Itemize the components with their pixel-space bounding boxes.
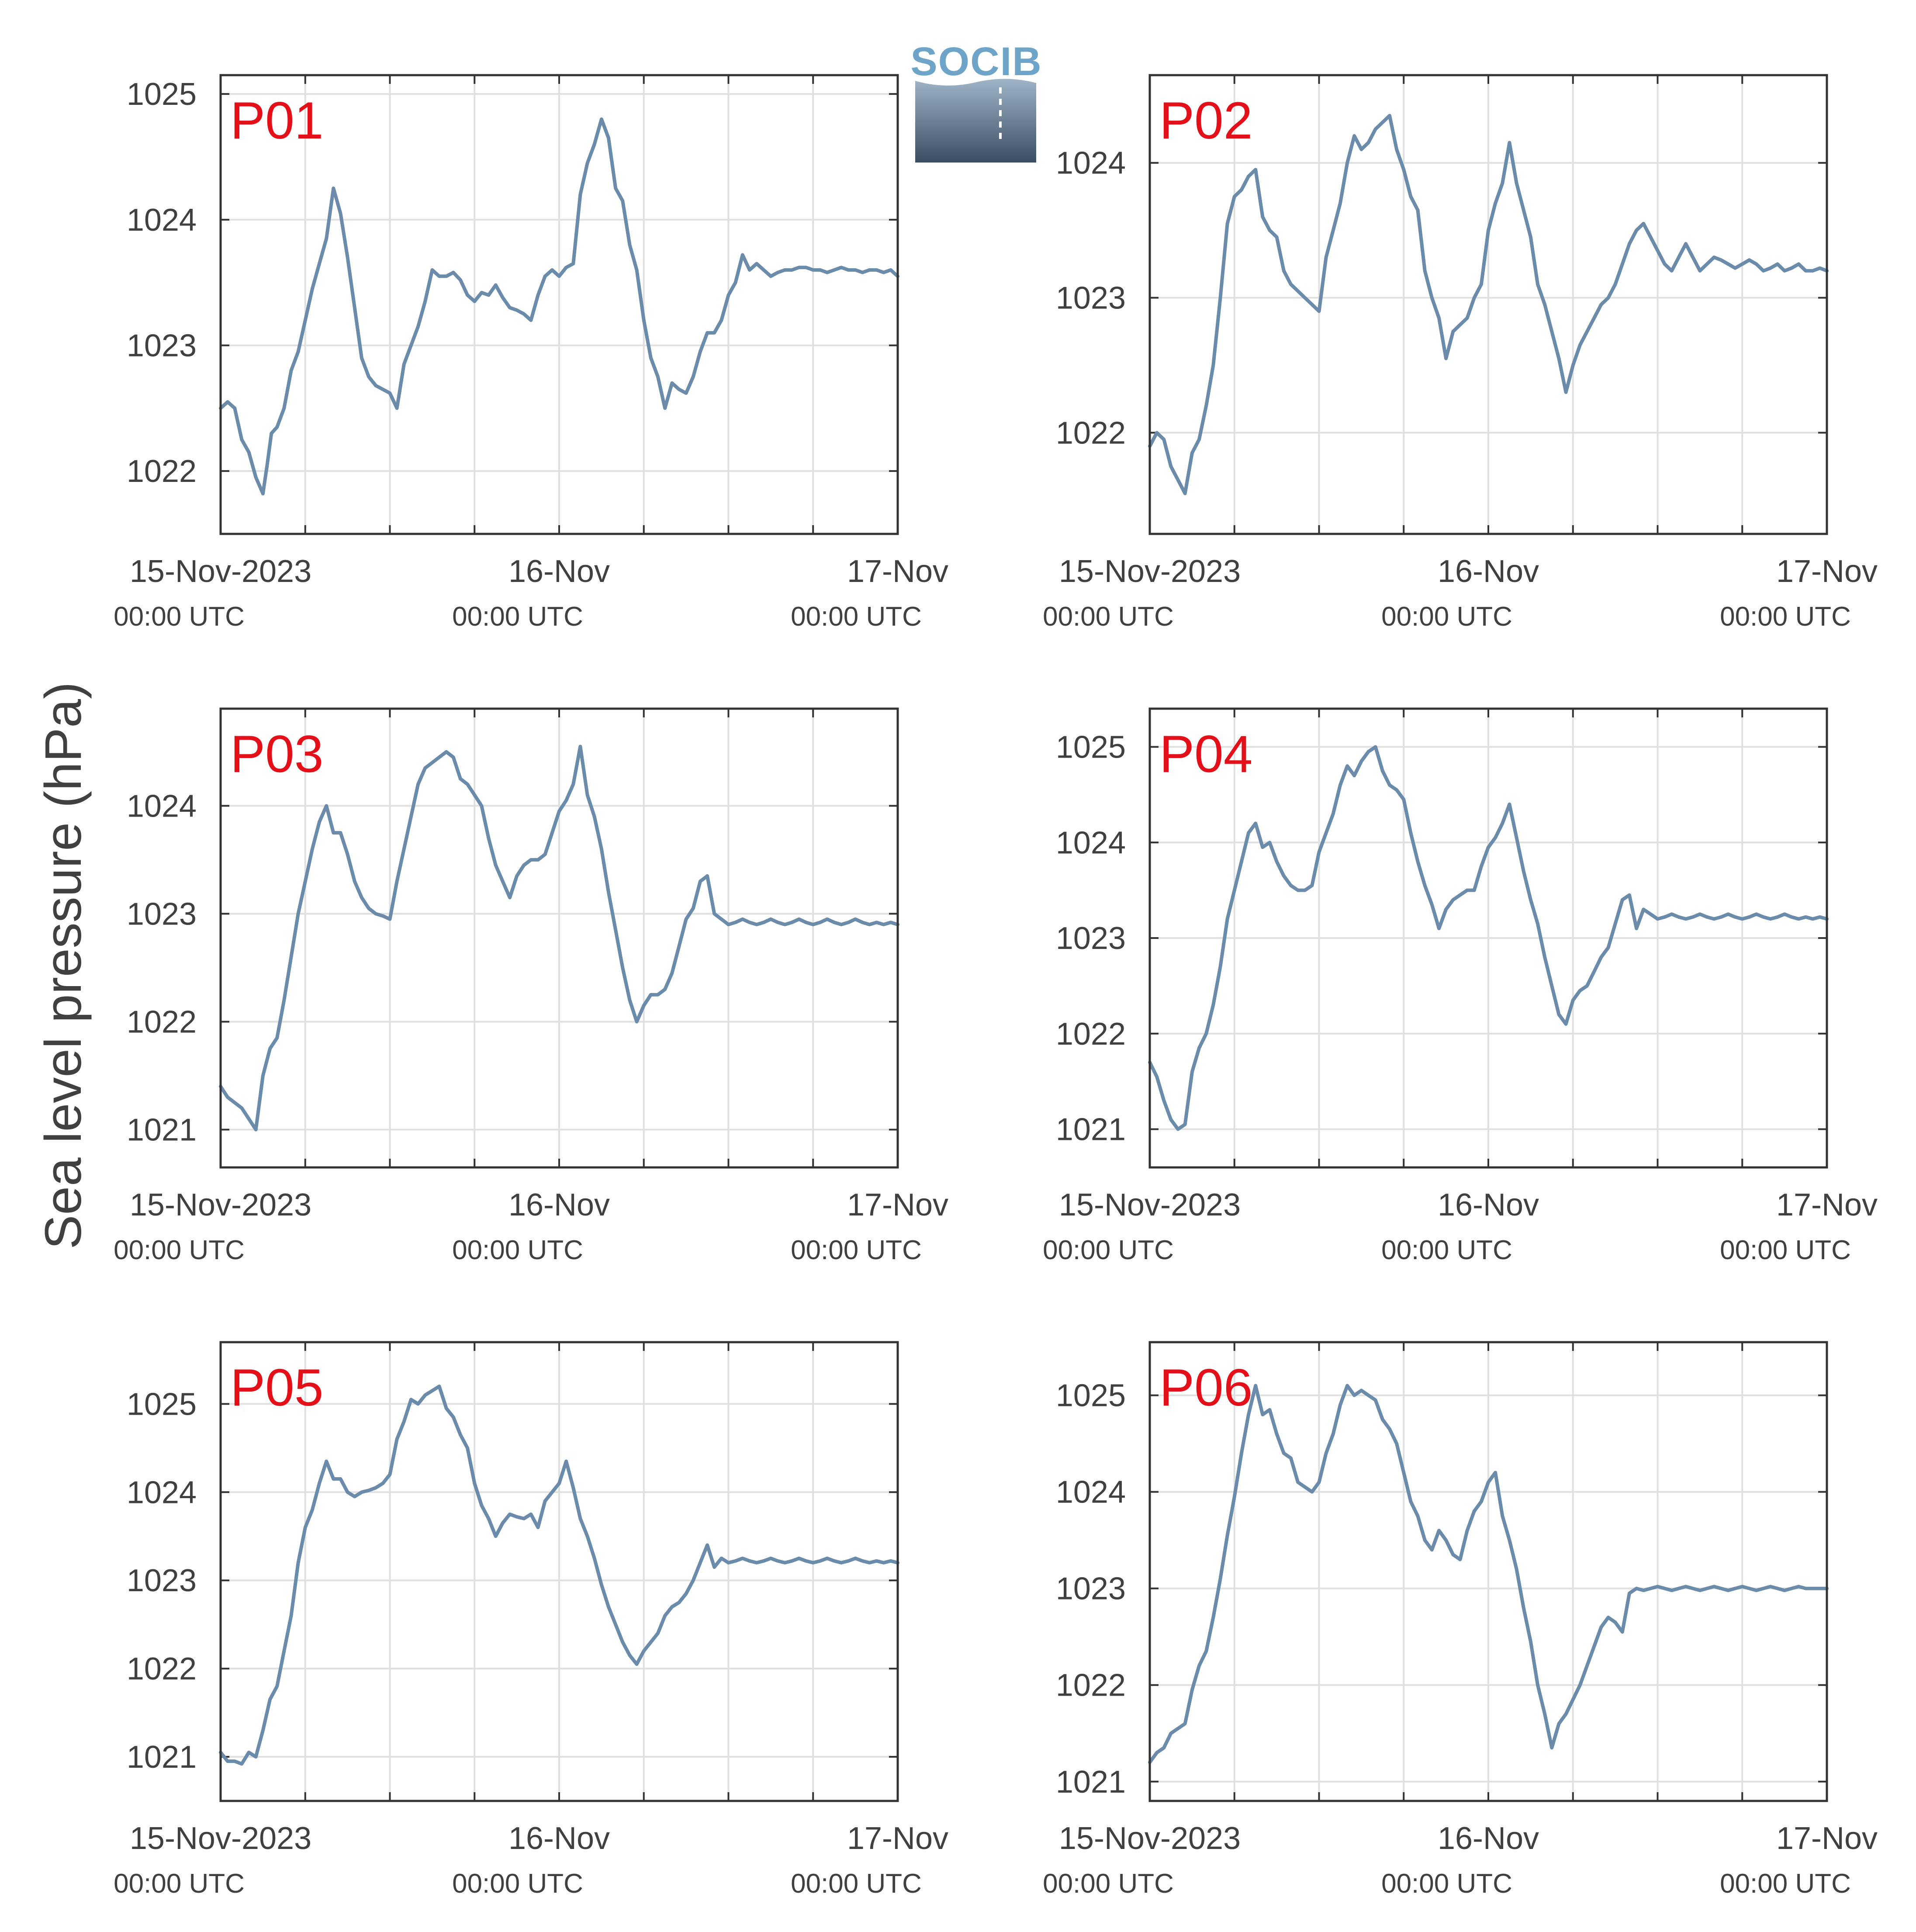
axes-frame <box>219 74 899 535</box>
y-tick-label: 1025 <box>127 77 197 112</box>
x-tick-label: 15-Nov-2023 <box>130 554 311 589</box>
x-tick-sublabel: 00:00 UTC <box>791 1869 922 1899</box>
panel-tag: P01 <box>230 91 324 150</box>
x-tick-sublabel: 00:00 UTC <box>1381 1235 1512 1265</box>
panel-2: 1022 1023 1024 P02 15-Nov-2023 00:00 UTC 16-No… <box>1043 74 1878 632</box>
y-tick-label: 1022 <box>127 454 197 489</box>
y-tick-label: 1024 <box>127 789 197 824</box>
x-tick-sublabel: 00:00 UTC <box>114 1235 245 1265</box>
y-tick-label: 1022 <box>127 1004 197 1039</box>
pressure-series-line <box>1148 114 1829 495</box>
panel-tag: P03 <box>230 725 324 783</box>
pressure-series-line <box>1148 745 1829 1131</box>
y-tick-label: 1022 <box>1056 1017 1126 1052</box>
pressure-series-line <box>219 117 899 495</box>
pressure-series-line <box>219 744 899 1132</box>
x-tick-label: 16-Nov <box>508 1821 610 1856</box>
x-tick-label: 15-Nov-2023 <box>1059 1821 1241 1856</box>
y-tick-label: 1023 <box>1056 281 1126 316</box>
axes-frame <box>219 707 899 1169</box>
x-tick-sublabel: 00:00 UTC <box>1720 1235 1851 1265</box>
x-tick-sublabel: 00:00 UTC <box>452 1869 583 1899</box>
panel-5: 1021 1022 1023 1024 1025 P05 15-Nov-2023 00:00 … <box>114 1341 948 1899</box>
y-tick-label: 1024 <box>1056 825 1126 860</box>
panel-4: 1021 1022 1023 1024 1025 P04 15-Nov-2023 00:00 … <box>1043 707 1878 1265</box>
y-tick-label: 1023 <box>127 897 197 931</box>
x-tick-sublabel: 00:00 UTC <box>1720 602 1851 632</box>
y-tick-label: 1023 <box>127 1563 197 1598</box>
x-tick-label: 16-Nov <box>1438 1188 1539 1222</box>
y-tick-label: 1024 <box>1056 1475 1126 1510</box>
pressure-series-line <box>1148 1384 1829 1764</box>
y-tick-label: 1021 <box>1056 1765 1126 1800</box>
y-tick-label: 1025 <box>127 1387 197 1422</box>
y-tick-label: 1025 <box>1056 730 1126 765</box>
axes-frame <box>1148 707 1828 1169</box>
panel-3: 1021 1022 1023 1024 P03 15-Nov-2023 00:00 UTC 1… <box>114 707 948 1265</box>
x-tick-label: 15-Nov-2023 <box>1059 1188 1241 1222</box>
socib-logo: SOCIB <box>910 39 1042 163</box>
x-tick-sublabel: 00:00 UTC <box>114 1869 245 1899</box>
x-tick-label: 16-Nov <box>1438 554 1539 589</box>
axes-frame <box>1148 1341 1828 1802</box>
x-tick-sublabel: 00:00 UTC <box>452 602 583 632</box>
y-tick-label: 1021 <box>1056 1112 1126 1147</box>
y-tick-label: 1024 <box>1056 146 1126 181</box>
y-tick-label: 1023 <box>1056 921 1126 956</box>
x-tick-sublabel: 00:00 UTC <box>791 1235 922 1265</box>
x-tick-sublabel: 00:00 UTC <box>114 602 245 632</box>
y-tick-label: 1025 <box>1056 1378 1126 1413</box>
x-tick-label: 17-Nov <box>1776 554 1878 589</box>
x-tick-label: 15-Nov-2023 <box>130 1821 311 1856</box>
x-tick-sublabel: 00:00 UTC <box>1381 1869 1512 1899</box>
logo-wave-block <box>915 79 1036 163</box>
axes-frame <box>219 1341 899 1802</box>
panel-1: 1022 1023 1024 1025 P01 15-Nov-2023 00:00 UTC 1… <box>114 74 948 632</box>
x-tick-label: 17-Nov <box>847 1188 948 1222</box>
y-tick-label: 1023 <box>127 328 197 363</box>
y-tick-label: 1024 <box>127 203 197 238</box>
y-tick-label: 1022 <box>1056 1668 1126 1703</box>
x-tick-sublabel: 00:00 UTC <box>1043 602 1174 632</box>
logo-text: SOCIB <box>910 39 1042 84</box>
x-tick-sublabel: 00:00 UTC <box>1720 1869 1851 1899</box>
y-tick-label: 1022 <box>127 1652 197 1686</box>
axes-frame <box>1148 74 1828 535</box>
x-tick-label: 15-Nov-2023 <box>130 1188 311 1222</box>
x-tick-sublabel: 00:00 UTC <box>791 602 922 632</box>
x-tick-sublabel: 00:00 UTC <box>1043 1235 1174 1265</box>
y-tick-label: 1023 <box>1056 1572 1126 1607</box>
panel-6: 1021 1022 1023 1024 1025 P06 15-Nov-2023 00:00 … <box>1043 1341 1878 1899</box>
x-tick-label: 16-Nov <box>1438 1821 1539 1856</box>
x-tick-label: 17-Nov <box>1776 1821 1878 1856</box>
panel-tag: P05 <box>230 1358 324 1417</box>
x-tick-label: 16-Nov <box>508 554 610 589</box>
x-tick-sublabel: 00:00 UTC <box>1043 1869 1174 1899</box>
x-tick-label: 17-Nov <box>847 554 948 589</box>
panel-tag: P04 <box>1159 725 1253 783</box>
y-axis-label: Sea level pressure (hPa) <box>35 682 92 1250</box>
y-tick-label: 1021 <box>127 1113 197 1148</box>
x-tick-label: 15-Nov-2023 <box>1059 554 1241 589</box>
y-tick-label: 1021 <box>127 1740 197 1775</box>
y-tick-label: 1024 <box>127 1475 197 1510</box>
y-tick-label: 1022 <box>1056 415 1126 450</box>
x-tick-label: 17-Nov <box>847 1821 948 1856</box>
panel-tag: P06 <box>1159 1358 1253 1417</box>
pressure-series-line <box>219 1385 899 1766</box>
x-tick-sublabel: 00:00 UTC <box>452 1235 583 1265</box>
x-tick-label: 17-Nov <box>1776 1188 1878 1222</box>
panel-tag: P02 <box>1159 91 1253 150</box>
x-tick-label: 16-Nov <box>508 1188 610 1222</box>
x-tick-sublabel: 00:00 UTC <box>1381 602 1512 632</box>
